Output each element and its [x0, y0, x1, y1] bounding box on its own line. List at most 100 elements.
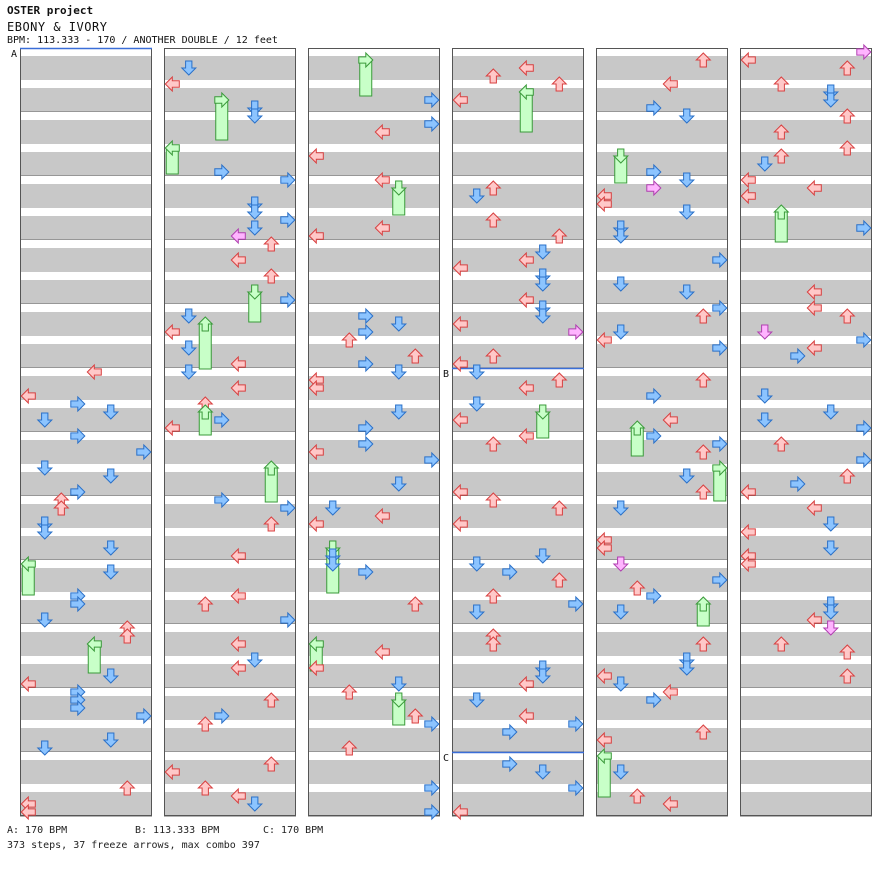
beat-stripe — [20, 264, 152, 272]
step-arrow — [263, 268, 280, 284]
step-arrow — [164, 75, 180, 93]
beat-stripe — [308, 528, 440, 536]
step-arrow — [646, 163, 662, 181]
measure-row — [452, 688, 584, 696]
beat-stripe — [452, 672, 584, 680]
measure-row — [740, 368, 872, 376]
step-arrow — [263, 756, 280, 772]
beat-stripe — [20, 56, 152, 64]
beat-stripe — [20, 136, 152, 144]
beat-stripe — [452, 536, 584, 544]
step-arrow — [839, 668, 856, 684]
beat-stripe — [308, 224, 440, 232]
beat-stripe — [20, 424, 152, 432]
beat-stripe — [452, 360, 584, 368]
beat-stripe — [596, 208, 728, 216]
beat-stripe — [740, 512, 872, 520]
step-arrow — [662, 411, 678, 429]
bpm-b-label: B: 113.333 BPM — [135, 825, 220, 836]
step-arrow — [36, 612, 54, 628]
step-arrow — [712, 339, 728, 357]
step-arrow — [180, 308, 198, 324]
step-arrow — [53, 500, 70, 516]
measure-row — [164, 560, 296, 568]
step-arrow — [568, 595, 584, 613]
beat-stripe — [20, 616, 152, 624]
beat-stripe — [452, 440, 584, 448]
step-arrow — [612, 276, 630, 292]
step-arrow — [695, 308, 712, 324]
beat-stripe — [308, 464, 440, 472]
beat-stripe — [20, 416, 152, 424]
beat-stripe — [164, 248, 296, 256]
step-arrow — [518, 291, 534, 309]
step-arrow — [86, 363, 102, 381]
beat-stripe — [308, 512, 440, 520]
beat-stripe — [452, 696, 584, 704]
beat-stripe — [164, 312, 296, 320]
measure-row — [308, 176, 440, 184]
beat-stripe — [308, 768, 440, 776]
beat-stripe — [596, 136, 728, 144]
beat-stripe — [308, 312, 440, 320]
beat-stripe — [308, 392, 440, 400]
step-arrow — [551, 228, 568, 244]
beat-stripe — [596, 128, 728, 136]
measure-row — [164, 304, 296, 312]
freeze-head — [20, 555, 36, 573]
beat-stripe — [740, 544, 872, 552]
step-arrow — [756, 324, 774, 340]
beat-stripe — [596, 616, 728, 624]
step-arrow — [773, 436, 790, 452]
beat-stripe — [20, 704, 152, 712]
step-arrow — [424, 803, 440, 821]
beat-stripe — [20, 656, 152, 664]
step-arrow — [534, 668, 552, 684]
step-arrow — [502, 563, 518, 581]
step-arrow — [612, 604, 630, 620]
step-arrow — [452, 483, 468, 501]
step-stats: 373 steps, 37 freeze arrows, max combo 3… — [7, 840, 260, 851]
chart-column — [740, 48, 872, 817]
measure-row — [596, 176, 728, 184]
beat-stripe — [452, 744, 584, 752]
beat-stripe — [740, 312, 872, 320]
beat-stripe — [740, 296, 872, 304]
step-arrow — [280, 499, 296, 517]
measure-row — [164, 112, 296, 120]
beat-stripe — [740, 344, 872, 352]
beat-stripe — [740, 96, 872, 104]
measure-row — [740, 112, 872, 120]
beat-stripe — [452, 64, 584, 72]
beat-stripe — [164, 648, 296, 656]
beat-stripe — [308, 256, 440, 264]
beat-stripe — [164, 328, 296, 336]
beat-stripe — [20, 248, 152, 256]
beat-stripe — [740, 744, 872, 752]
step-arrow — [518, 427, 534, 445]
beat-stripe — [164, 744, 296, 752]
beat-stripe — [20, 128, 152, 136]
measure-row — [20, 752, 152, 760]
measure-row — [452, 432, 584, 440]
beat-stripe — [596, 392, 728, 400]
beat-stripe — [452, 272, 584, 280]
beat-stripe — [740, 424, 872, 432]
beat-stripe — [20, 728, 152, 736]
beat-stripe — [308, 408, 440, 416]
step-arrow — [695, 444, 712, 460]
measure-row — [164, 240, 296, 248]
beat-stripe — [452, 680, 584, 688]
step-arrow — [308, 515, 324, 533]
beat-stripe — [308, 520, 440, 528]
step-arrow — [374, 643, 390, 661]
beat-stripe — [596, 200, 728, 208]
measure-row — [740, 624, 872, 632]
beat-stripe — [452, 480, 584, 488]
beat-stripe — [164, 352, 296, 360]
freeze-head — [358, 51, 374, 69]
beat-stripe — [596, 408, 728, 416]
measure-row — [308, 624, 440, 632]
beat-stripe — [452, 120, 584, 128]
step-arrow — [102, 668, 120, 684]
